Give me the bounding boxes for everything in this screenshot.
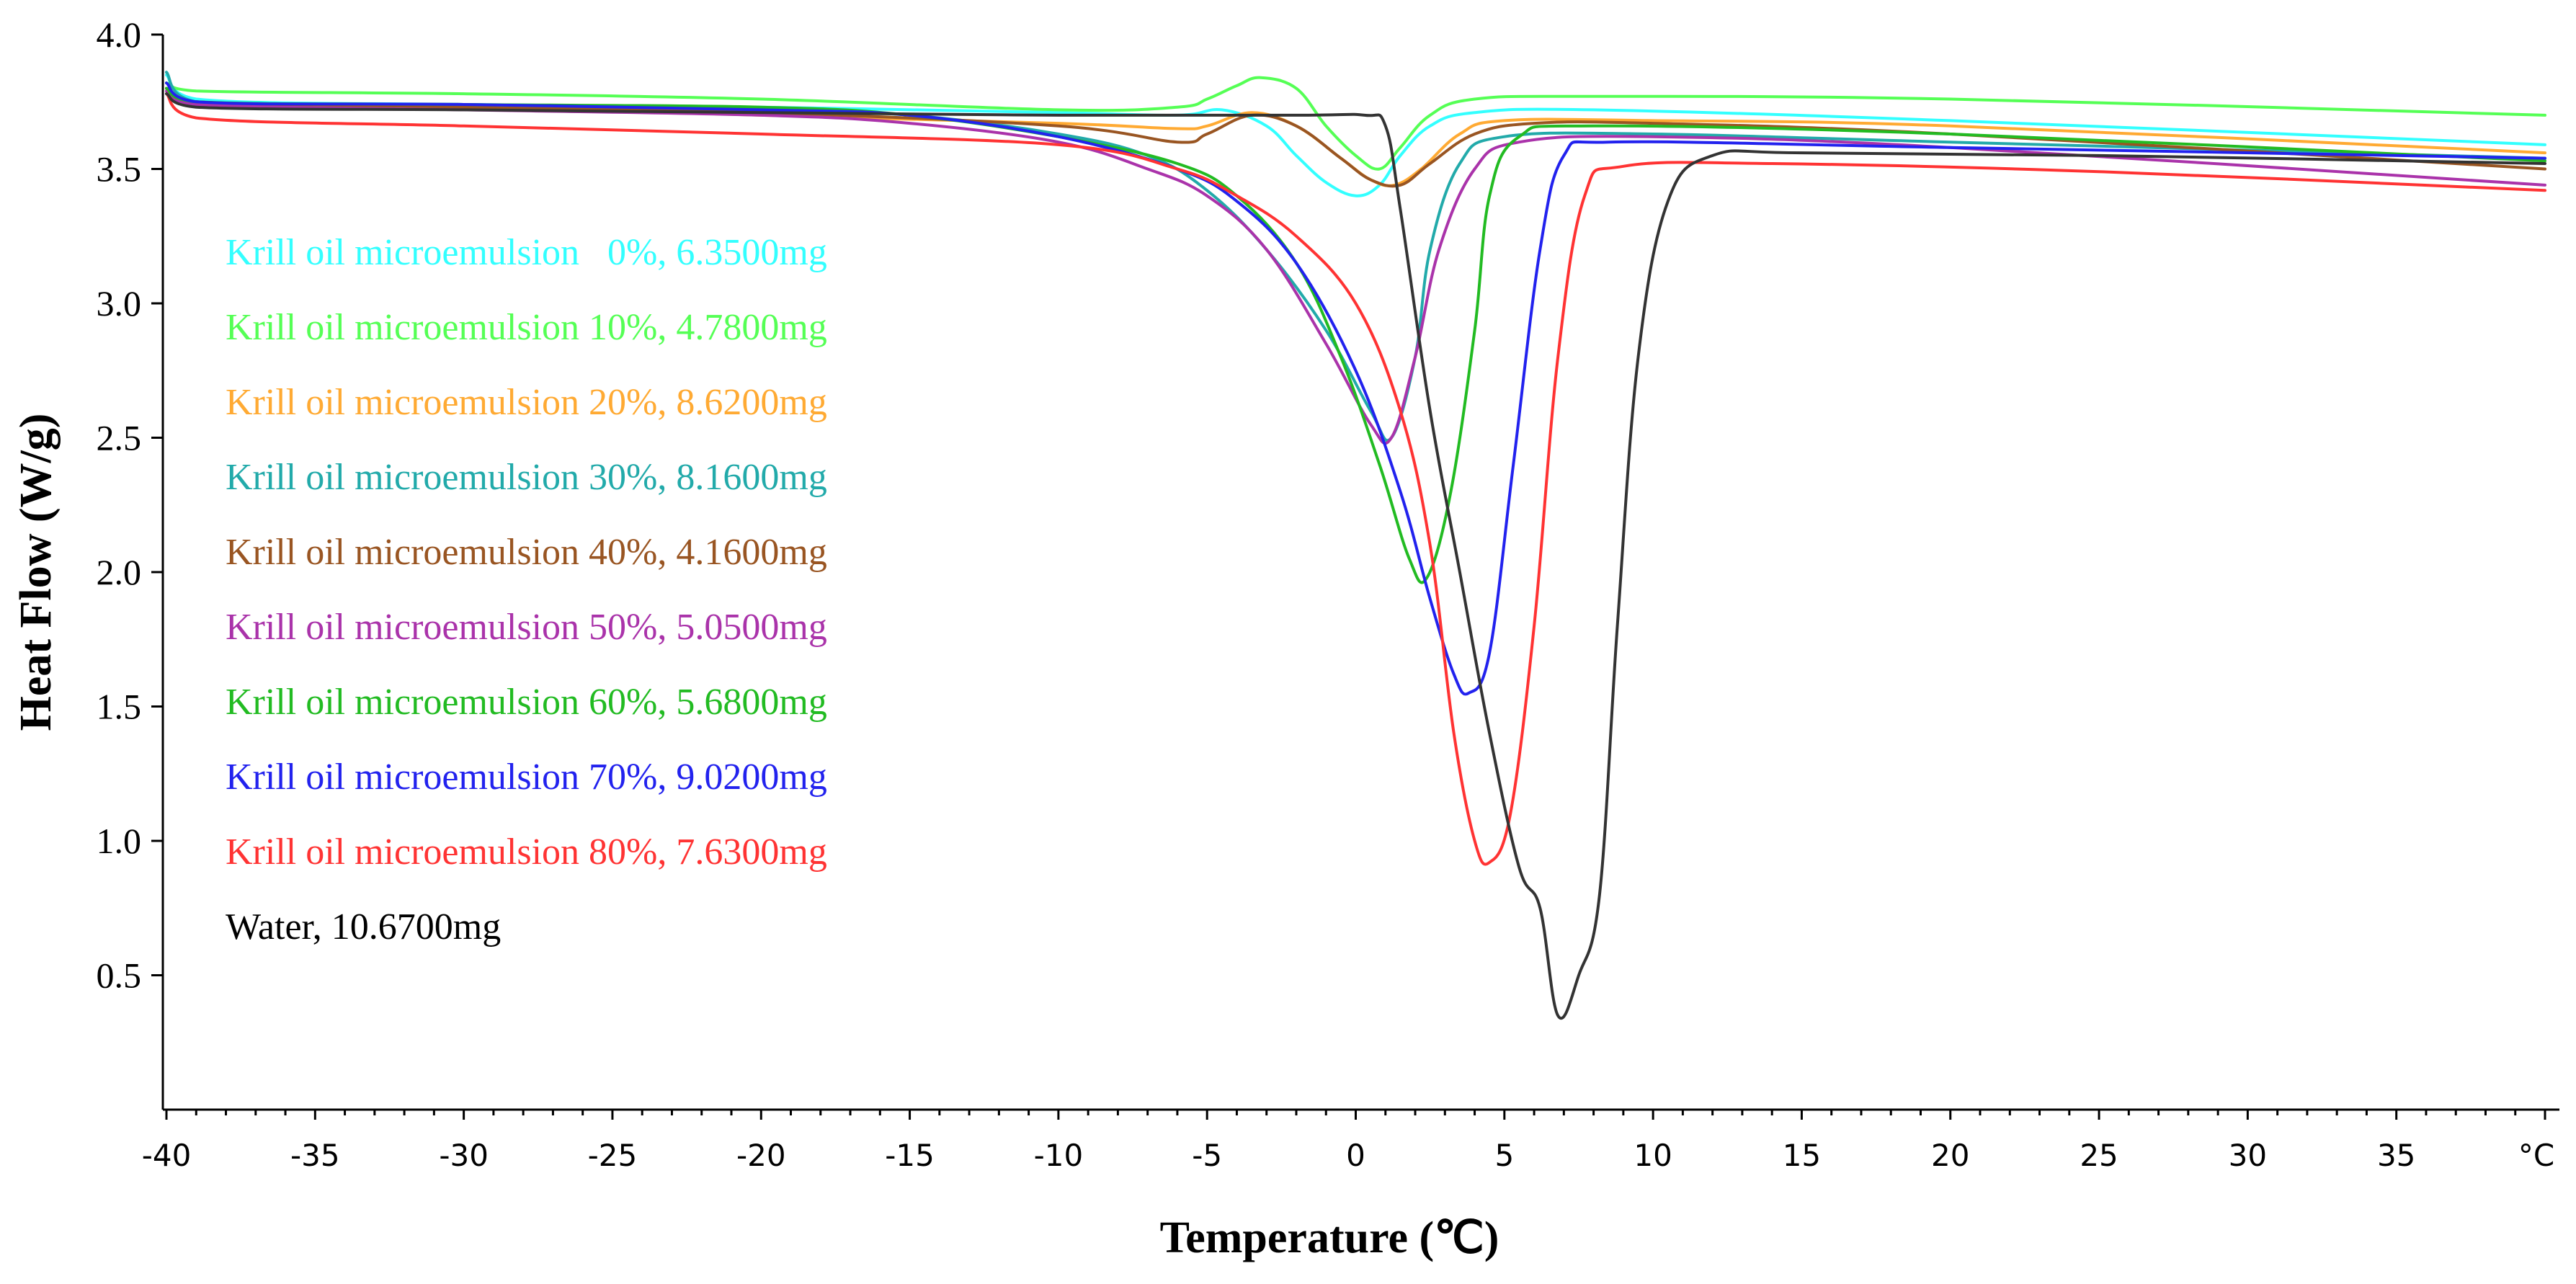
x-unit-label: °C: [2518, 1138, 2554, 1173]
series-line-6: [165, 89, 2546, 445]
legend: Krill oil microemulsion 0%, 6.3500mg Kril…: [226, 232, 827, 948]
y-tick-label: 2.0: [97, 552, 142, 592]
series-line-10: [165, 92, 2546, 1020]
x-tick-label: -30: [439, 1138, 489, 1173]
legend-entry-2: Krill oil microemulsion 10%, 4.7800mg: [226, 307, 827, 348]
legend-entry-4: Krill oil microemulsion 30%, 8.1600mg: [226, 457, 827, 498]
x-tick-label: -40: [142, 1138, 192, 1173]
y-axis-title: Heat Flow (W/g): [12, 414, 61, 731]
x-tick-label: 25: [2080, 1138, 2118, 1173]
x-axis-title: Temperature (℃): [1160, 1213, 1499, 1262]
series-line-8: [165, 81, 2546, 696]
legend-entry-6: Krill oil microemulsion 50%, 5.0500mg: [226, 607, 827, 648]
legend-entry-3: Krill oil microemulsion 20%, 8.6200mg: [226, 382, 827, 423]
x-tick-label: 15: [1783, 1138, 1821, 1173]
y-tick-label: 3.0: [97, 283, 142, 324]
x-tick-label: 10: [1634, 1138, 1672, 1173]
series-line-7: [165, 86, 2546, 584]
x-tick-label: 35: [2377, 1138, 2415, 1173]
x-tick-label: 30: [2229, 1138, 2267, 1173]
legend-entry-1: Krill oil microemulsion 0%, 6.3500mg: [226, 232, 827, 273]
series-line-2: [165, 76, 2546, 171]
x-tick-label: 0: [1346, 1138, 1365, 1173]
x-tick-label: -35: [290, 1138, 340, 1173]
legend-entry-10: Water, 10.6700mg: [226, 906, 501, 948]
series-line-9: [165, 92, 2546, 866]
x-tick-label: 5: [1494, 1138, 1514, 1173]
y-ticks: 0.5 1.0 1.5 2.0 2.5 3.0 3.5 4.0: [97, 14, 163, 996]
legend-entry-8: Krill oil microemulsion 70%, 9.0200mg: [226, 757, 827, 798]
legend-entry-5: Krill oil microemulsion 40%, 4.1600mg: [226, 532, 827, 573]
legend-entry-9: Krill oil microemulsion 80%, 7.6300mg: [226, 832, 827, 873]
x-ticks: -40 -35 -30 -25 -20 -15 -10 -5 0 5 10 15 20 25 30 35: [142, 1110, 2546, 1173]
y-tick-label: 3.5: [97, 149, 142, 190]
legend-entry-7: Krill oil microemulsion 60%, 5.6800mg: [226, 682, 827, 723]
series-line-5: [165, 86, 2546, 188]
x-tick-label: -25: [588, 1138, 638, 1173]
series-layer: [165, 71, 2546, 1020]
x-tick-label: -15: [885, 1138, 935, 1173]
x-tick-label: 20: [1931, 1138, 1969, 1173]
y-tick-label: 4.0: [97, 14, 142, 55]
x-tick-label: -10: [1034, 1138, 1084, 1173]
x-tick-label: -5: [1192, 1138, 1222, 1173]
y-tick-label: 0.5: [97, 955, 142, 996]
x-tick-label: -20: [736, 1138, 786, 1173]
y-tick-label: 1.5: [97, 687, 142, 727]
y-tick-label: 2.5: [97, 418, 142, 458]
y-tick-label: 1.0: [97, 821, 142, 861]
